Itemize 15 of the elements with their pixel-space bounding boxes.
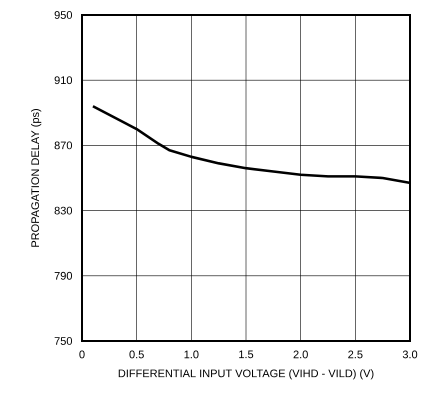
x-tick-label: 1.0 — [184, 350, 199, 358]
x-tick-label: 3.0 — [402, 350, 418, 358]
y-tick-label: 950 — [54, 11, 72, 19]
x-tick-label: 1.5 — [239, 350, 254, 358]
x-tick-label: 2.5 — [348, 350, 363, 358]
y-tick-label: 870 — [54, 142, 72, 150]
y-tick-label: 790 — [54, 272, 72, 280]
y-tick-label: 830 — [54, 206, 72, 214]
y-axis-title: PROPAGATION DELAY (ps) — [31, 109, 42, 247]
y-tick-label: 750 — [54, 337, 72, 345]
x-tick-label: 0.5 — [129, 350, 144, 358]
x-tick-label: 0 — [79, 350, 85, 358]
y-tick-label: 910 — [54, 76, 72, 84]
x-tick-label: 2.0 — [294, 350, 308, 358]
x-axis-title: DIFFERENTIAL INPUT VOLTAGE (VIHD - VILD) (V) — [118, 369, 374, 380]
